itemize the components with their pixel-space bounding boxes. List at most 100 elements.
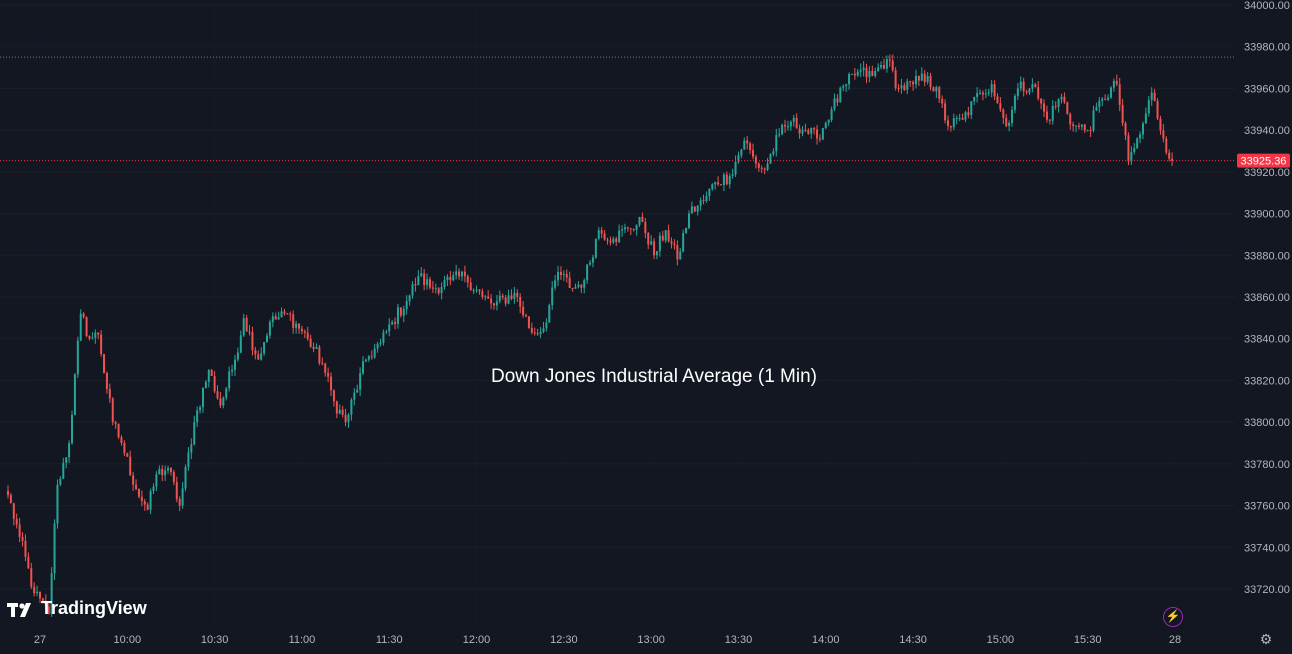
tradingview-logo-icon xyxy=(7,602,31,617)
y-tick-label: 33960.00 xyxy=(1244,83,1290,95)
candle-body xyxy=(1002,109,1005,118)
candle-body xyxy=(562,273,565,276)
candle-body xyxy=(1048,119,1051,121)
candles xyxy=(6,54,1174,617)
candle-body xyxy=(737,155,740,162)
candle-body xyxy=(1086,130,1089,132)
candle-body xyxy=(632,229,635,231)
candle-body xyxy=(629,228,632,230)
candle-body xyxy=(330,376,333,391)
candle-body xyxy=(452,275,455,281)
candle-body xyxy=(152,486,155,492)
candle-body xyxy=(30,568,33,587)
candle-body xyxy=(97,332,100,335)
candle-body xyxy=(21,536,24,541)
lightning-icon[interactable]: ⚡ xyxy=(1163,607,1183,627)
candle-body xyxy=(912,81,915,85)
candle-body xyxy=(501,295,504,298)
candle-body xyxy=(958,118,961,120)
candle-body xyxy=(752,150,755,157)
candle-body xyxy=(190,444,193,453)
candle-body xyxy=(795,117,798,129)
candle-body xyxy=(1118,84,1121,105)
candle-body xyxy=(661,235,664,241)
settings-icon[interactable]: ⚙ xyxy=(1259,631,1273,647)
candle-body xyxy=(266,335,268,343)
x-tick-label: 15:00 xyxy=(987,634,1015,646)
candle-body xyxy=(1016,88,1019,96)
candle-body xyxy=(836,98,839,103)
candle-body xyxy=(926,75,929,82)
candle-body xyxy=(891,60,894,71)
x-tick-label: 12:00 xyxy=(463,634,491,646)
candle-body xyxy=(533,332,536,334)
tradingview-logo[interactable]: TradingView xyxy=(6,598,147,619)
candle-body xyxy=(1060,96,1063,100)
y-tick-label: 33820.00 xyxy=(1244,375,1290,387)
candle-body xyxy=(399,307,402,316)
candle-body xyxy=(257,354,260,360)
candle-body xyxy=(362,361,365,374)
candle-body xyxy=(781,124,784,135)
candle-body xyxy=(463,271,466,277)
candle-body xyxy=(263,342,266,354)
candle-body xyxy=(676,245,679,260)
candle-body xyxy=(274,316,277,320)
price-grid xyxy=(0,0,1235,628)
candle-body xyxy=(172,471,175,483)
candle-body xyxy=(914,76,917,85)
candle-body xyxy=(1022,81,1025,92)
candle-body xyxy=(91,337,94,339)
candle-body xyxy=(705,195,708,202)
candle-body xyxy=(33,586,36,594)
candle-body xyxy=(568,277,571,288)
candle-body xyxy=(210,370,213,376)
candle-body xyxy=(1008,122,1011,126)
candle-body xyxy=(225,388,228,398)
candle-body xyxy=(557,271,560,281)
candle-body xyxy=(1043,103,1046,112)
y-tick-label: 33740.00 xyxy=(1244,542,1290,554)
candle-body xyxy=(1141,123,1144,135)
candle-body xyxy=(248,331,251,333)
candle-body xyxy=(1019,81,1022,89)
candle-body xyxy=(964,112,967,120)
y-tick-label: 33900.00 xyxy=(1244,209,1290,221)
candle-body xyxy=(682,233,685,252)
candle-body xyxy=(987,92,990,94)
candle-body xyxy=(379,342,382,344)
candle-body xyxy=(213,375,216,392)
candle-body xyxy=(143,501,146,505)
candle-body xyxy=(711,184,714,189)
candle-body xyxy=(679,251,682,260)
candle-body xyxy=(396,307,399,324)
candle-body xyxy=(309,338,312,347)
candle-body xyxy=(312,346,315,349)
candle-body xyxy=(1028,88,1031,93)
candle-body xyxy=(222,397,225,406)
price-axis[interactable]: 33720.00 33740.00 33760.00 33780.00 33800.00… xyxy=(1235,0,1292,649)
candle-body xyxy=(268,322,271,336)
candle-body xyxy=(766,163,769,170)
candle-body xyxy=(990,84,993,93)
x-tick-label: 28 xyxy=(1169,634,1181,646)
candle-body xyxy=(859,70,862,72)
candle-body xyxy=(638,216,641,225)
candle-body xyxy=(18,524,21,537)
candle-body xyxy=(204,381,207,389)
candle-body xyxy=(1133,148,1136,153)
candle-body xyxy=(621,229,624,231)
candle-body xyxy=(1162,130,1165,139)
candle-body xyxy=(341,409,344,415)
time-axis[interactable]: 27 10:00 10:30 11:00 11:30 12:00 12:30 13:00 13:… xyxy=(34,634,1181,646)
candle-body xyxy=(1077,125,1080,127)
candle-body xyxy=(79,313,82,341)
candle-body xyxy=(909,81,912,83)
candle-body xyxy=(952,118,955,128)
candle-body xyxy=(187,452,190,468)
candle-body xyxy=(120,437,123,443)
candle-body xyxy=(161,469,164,476)
y-tick-label: 33800.00 xyxy=(1244,417,1290,429)
